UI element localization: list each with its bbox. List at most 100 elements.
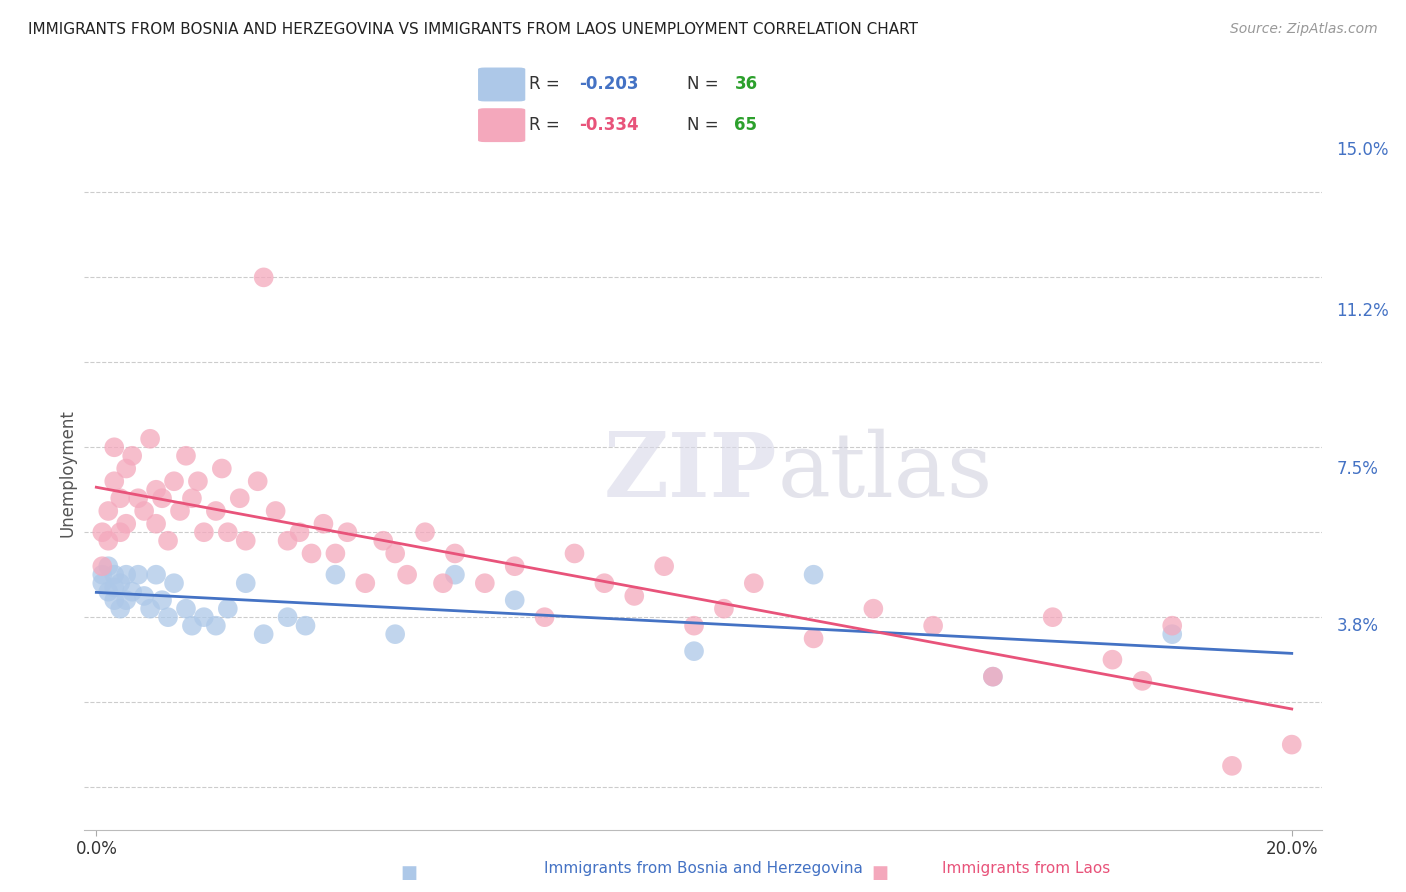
Point <box>91 525 114 540</box>
Point <box>134 504 156 518</box>
Point <box>97 559 120 574</box>
Point <box>97 533 120 548</box>
Point <box>623 589 645 603</box>
Text: N =: N = <box>688 76 718 94</box>
Point <box>288 525 311 540</box>
Point <box>336 525 359 540</box>
Point <box>384 627 406 641</box>
Point <box>253 270 276 285</box>
Point <box>121 584 143 599</box>
Text: atlas: atlas <box>778 429 993 516</box>
Point <box>163 475 186 489</box>
Point <box>503 593 526 607</box>
Point <box>1220 759 1243 773</box>
Point <box>396 567 419 582</box>
Point <box>121 449 143 463</box>
Text: ■: ■ <box>401 864 418 882</box>
Point <box>205 504 228 518</box>
Point <box>145 516 167 531</box>
Point <box>181 491 204 506</box>
Point <box>713 601 735 615</box>
Point <box>593 576 616 591</box>
Point <box>277 533 299 548</box>
Point <box>652 559 675 574</box>
Point <box>444 567 467 582</box>
Text: 11.2%: 11.2% <box>1337 302 1389 320</box>
Point <box>163 576 186 591</box>
Point <box>325 567 347 582</box>
Point <box>115 516 138 531</box>
Point <box>91 567 114 582</box>
Point <box>277 610 299 624</box>
Point <box>139 432 162 446</box>
Point <box>187 475 209 489</box>
Point <box>110 601 132 615</box>
Point <box>264 504 287 518</box>
Point <box>1042 610 1064 624</box>
Point <box>246 475 269 489</box>
Point <box>157 533 180 548</box>
Point <box>325 546 347 560</box>
Point <box>474 576 496 591</box>
Text: Source: ZipAtlas.com: Source: ZipAtlas.com <box>1230 22 1378 37</box>
Point <box>217 525 239 540</box>
Point <box>127 491 149 506</box>
Text: ■: ■ <box>872 864 889 882</box>
Point <box>150 593 173 607</box>
Text: 15.0%: 15.0% <box>1337 141 1389 159</box>
Text: IMMIGRANTS FROM BOSNIA AND HERZEGOVINA VS IMMIGRANTS FROM LAOS UNEMPLOYMENT CORR: IMMIGRANTS FROM BOSNIA AND HERZEGOVINA V… <box>28 22 918 37</box>
Point <box>1101 653 1123 667</box>
Point <box>742 576 765 591</box>
Point <box>103 440 125 454</box>
Point <box>134 589 156 603</box>
Text: 7.5%: 7.5% <box>1337 459 1378 477</box>
Point <box>217 601 239 615</box>
Point <box>384 546 406 560</box>
Point <box>922 618 945 632</box>
Point <box>103 567 125 582</box>
Point <box>139 601 162 615</box>
Point <box>1161 627 1184 641</box>
Point <box>294 618 316 632</box>
Text: Immigrants from Laos: Immigrants from Laos <box>942 861 1111 876</box>
Point <box>110 525 132 540</box>
Point <box>432 576 454 591</box>
Point <box>145 483 167 497</box>
Point <box>301 546 323 560</box>
Point <box>103 581 125 595</box>
Point <box>145 567 167 582</box>
Point <box>157 610 180 624</box>
Point <box>181 618 204 632</box>
Point <box>169 504 191 518</box>
Point <box>683 644 706 658</box>
FancyBboxPatch shape <box>478 108 526 142</box>
Text: -0.334: -0.334 <box>579 116 638 134</box>
Point <box>1161 618 1184 632</box>
Text: 36: 36 <box>734 76 758 94</box>
Point <box>1281 738 1303 752</box>
Point <box>1130 673 1153 688</box>
Point <box>103 475 125 489</box>
Point <box>174 449 197 463</box>
Point <box>103 593 125 607</box>
Point <box>115 567 138 582</box>
Text: ZIP: ZIP <box>603 429 778 516</box>
Point <box>97 504 120 518</box>
Point <box>373 533 395 548</box>
Point <box>174 601 197 615</box>
Point <box>413 525 436 540</box>
FancyBboxPatch shape <box>478 68 526 102</box>
Point <box>444 546 467 560</box>
Point <box>503 559 526 574</box>
Text: 65: 65 <box>734 116 758 134</box>
Point <box>312 516 335 531</box>
Point <box>564 546 586 560</box>
Point <box>354 576 377 591</box>
Point <box>229 491 252 506</box>
Point <box>115 593 138 607</box>
Text: 3.8%: 3.8% <box>1337 616 1378 635</box>
Point <box>97 584 120 599</box>
Point <box>803 632 825 646</box>
Point <box>803 567 825 582</box>
Text: Immigrants from Bosnia and Herzegovina: Immigrants from Bosnia and Herzegovina <box>544 861 862 876</box>
